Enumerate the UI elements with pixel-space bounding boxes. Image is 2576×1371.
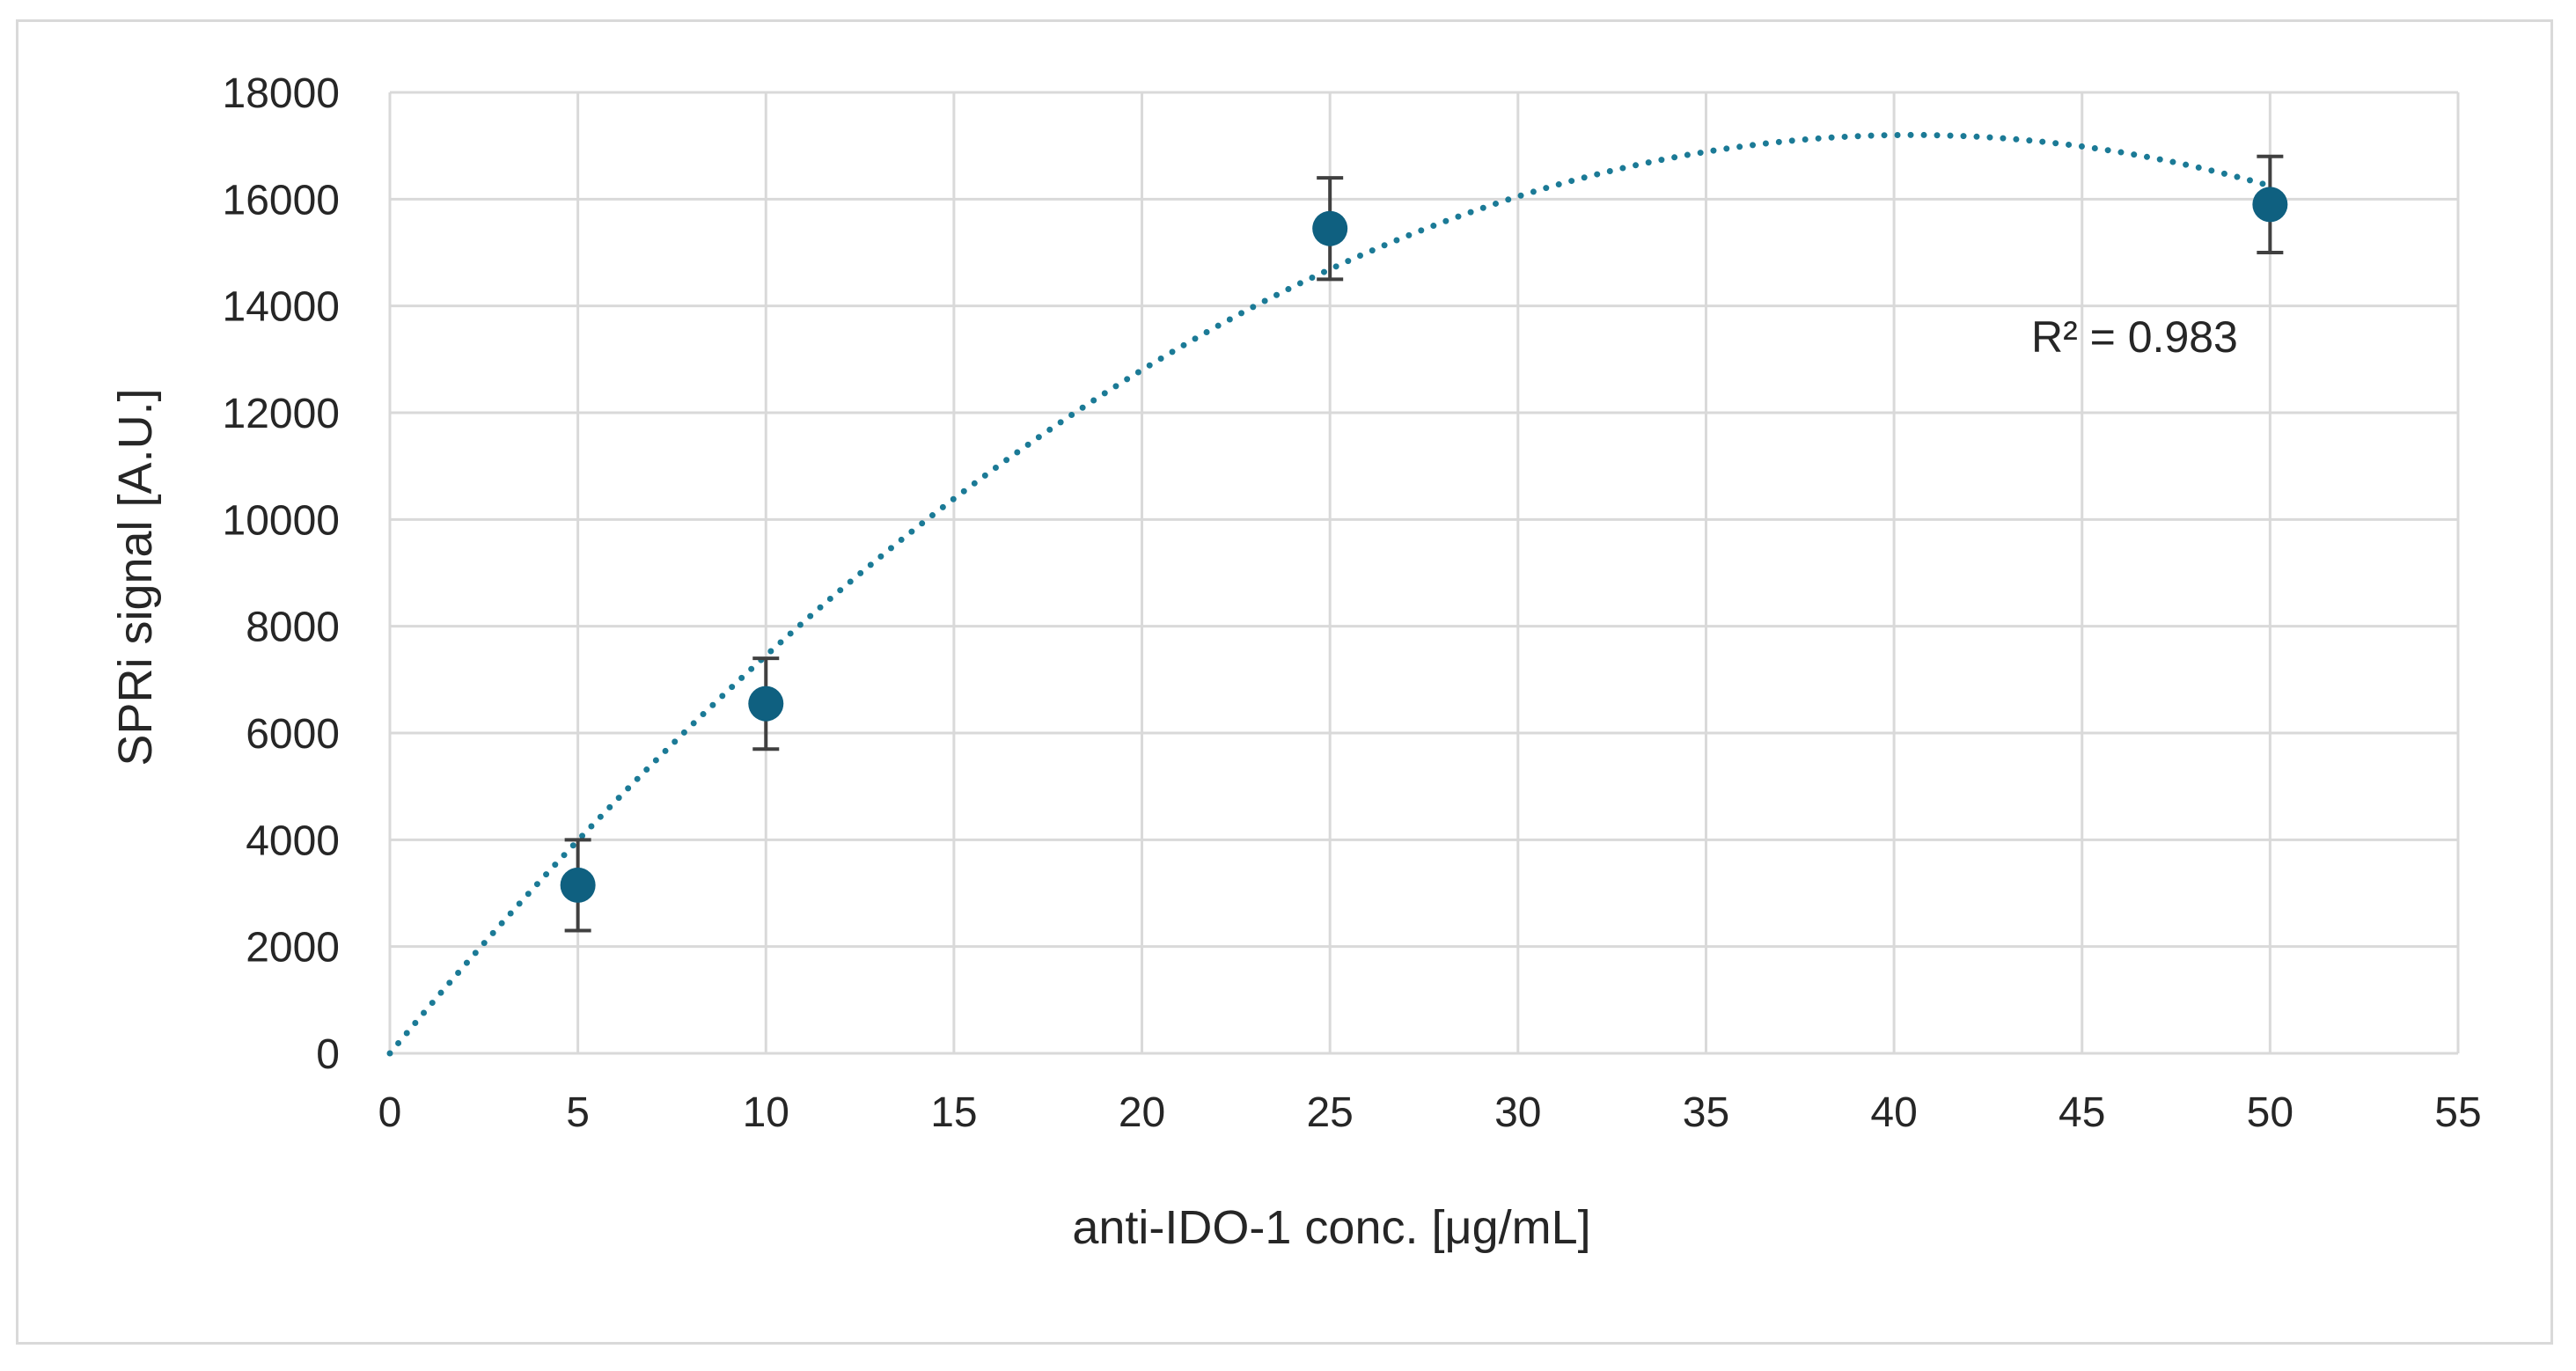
data-point	[748, 686, 784, 722]
x-tick-labels: 0 5 10 15 20 25 30 35 40 45 50 55	[378, 1089, 2482, 1136]
y-tick-label: 10000	[223, 497, 340, 544]
x-tick-label: 25	[1306, 1089, 1353, 1136]
trendline	[386, 131, 2273, 1057]
y-tick-label: 0	[316, 1031, 340, 1078]
data-point	[2252, 187, 2288, 223]
x-axis-title: anti-IDO-1 conc. [μg/mL]	[1072, 1201, 1590, 1254]
x-tick-label: 10	[743, 1089, 789, 1136]
y-tick-label: 12000	[223, 391, 340, 437]
y-tick-label: 2000	[246, 925, 340, 971]
y-tick-label: 6000	[246, 711, 340, 758]
data-points	[560, 187, 2288, 903]
x-tick-label: 40	[1870, 1089, 1917, 1136]
x-tick-label: 35	[1683, 1089, 1729, 1136]
chart-frame	[16, 19, 2553, 1345]
x-tick-label: 20	[1119, 1089, 1165, 1136]
y-tick-label: 14000	[223, 284, 340, 331]
y-tick-label: 16000	[223, 177, 340, 224]
y-tick-labels: 0 2000 4000 6000 8000 10000 12000 14000 16000 180…	[223, 70, 340, 1078]
data-point	[560, 867, 596, 903]
r-squared-annotation: R² = 0.983	[2031, 312, 2238, 362]
x-tick-label: 50	[2247, 1089, 2293, 1136]
x-tick-label: 0	[378, 1089, 402, 1136]
x-tick-label: 30	[1494, 1089, 1541, 1136]
x-tick-label: 15	[930, 1089, 977, 1136]
y-tick-label: 8000	[246, 605, 340, 651]
grid-lines	[388, 91, 2460, 1055]
error-bars	[564, 154, 2284, 933]
x-tick-label: 55	[2434, 1089, 2481, 1136]
y-tick-label: 18000	[223, 70, 340, 117]
y-tick-label: 4000	[246, 817, 340, 864]
y-axis-title: SPRi signal [A.U.]	[109, 388, 162, 766]
x-tick-label: 5	[566, 1089, 590, 1136]
x-tick-label: 45	[2059, 1089, 2105, 1136]
data-point	[1312, 210, 1348, 246]
